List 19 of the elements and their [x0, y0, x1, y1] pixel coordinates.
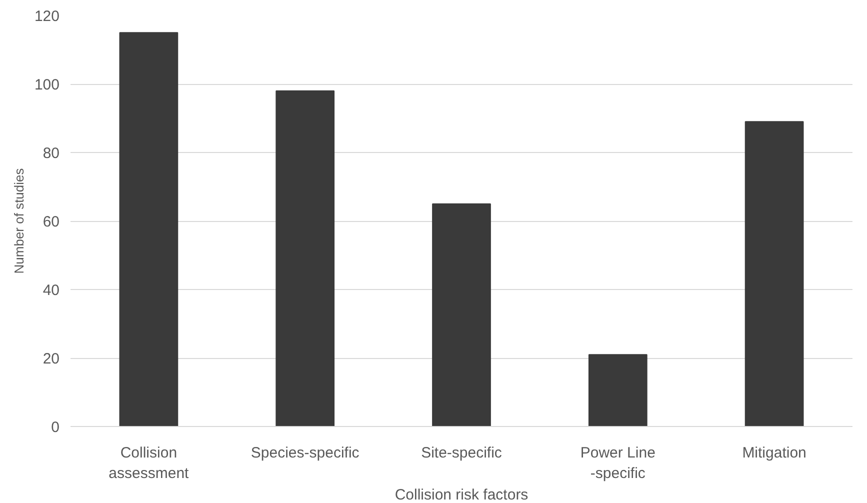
- x-tick-label: Mitigation: [742, 444, 806, 462]
- x-tick-label: Collision assessment: [108, 444, 190, 482]
- y-axis-title: Number of studies: [11, 168, 26, 274]
- bar: [276, 90, 335, 426]
- x-tick-label: Species-specific: [250, 444, 360, 462]
- bar: [744, 121, 804, 426]
- x-tick-label: Power Line -specific: [580, 444, 656, 482]
- bar: [432, 203, 491, 426]
- y-tick-label: 100: [34, 76, 60, 94]
- x-tick-label: Site-specific: [421, 444, 502, 462]
- y-tick-label: 40: [42, 282, 60, 299]
- y-tick-label: 60: [42, 214, 60, 230]
- bar: [588, 354, 648, 426]
- y-tick-label: 80: [42, 145, 60, 162]
- y-tick-label: 20: [42, 350, 60, 368]
- y-tick-label: 0: [51, 419, 60, 436]
- bar: [119, 32, 178, 426]
- text: Collision risk factors: [394, 486, 528, 503]
- y-tick-label: 120: [34, 8, 60, 25]
